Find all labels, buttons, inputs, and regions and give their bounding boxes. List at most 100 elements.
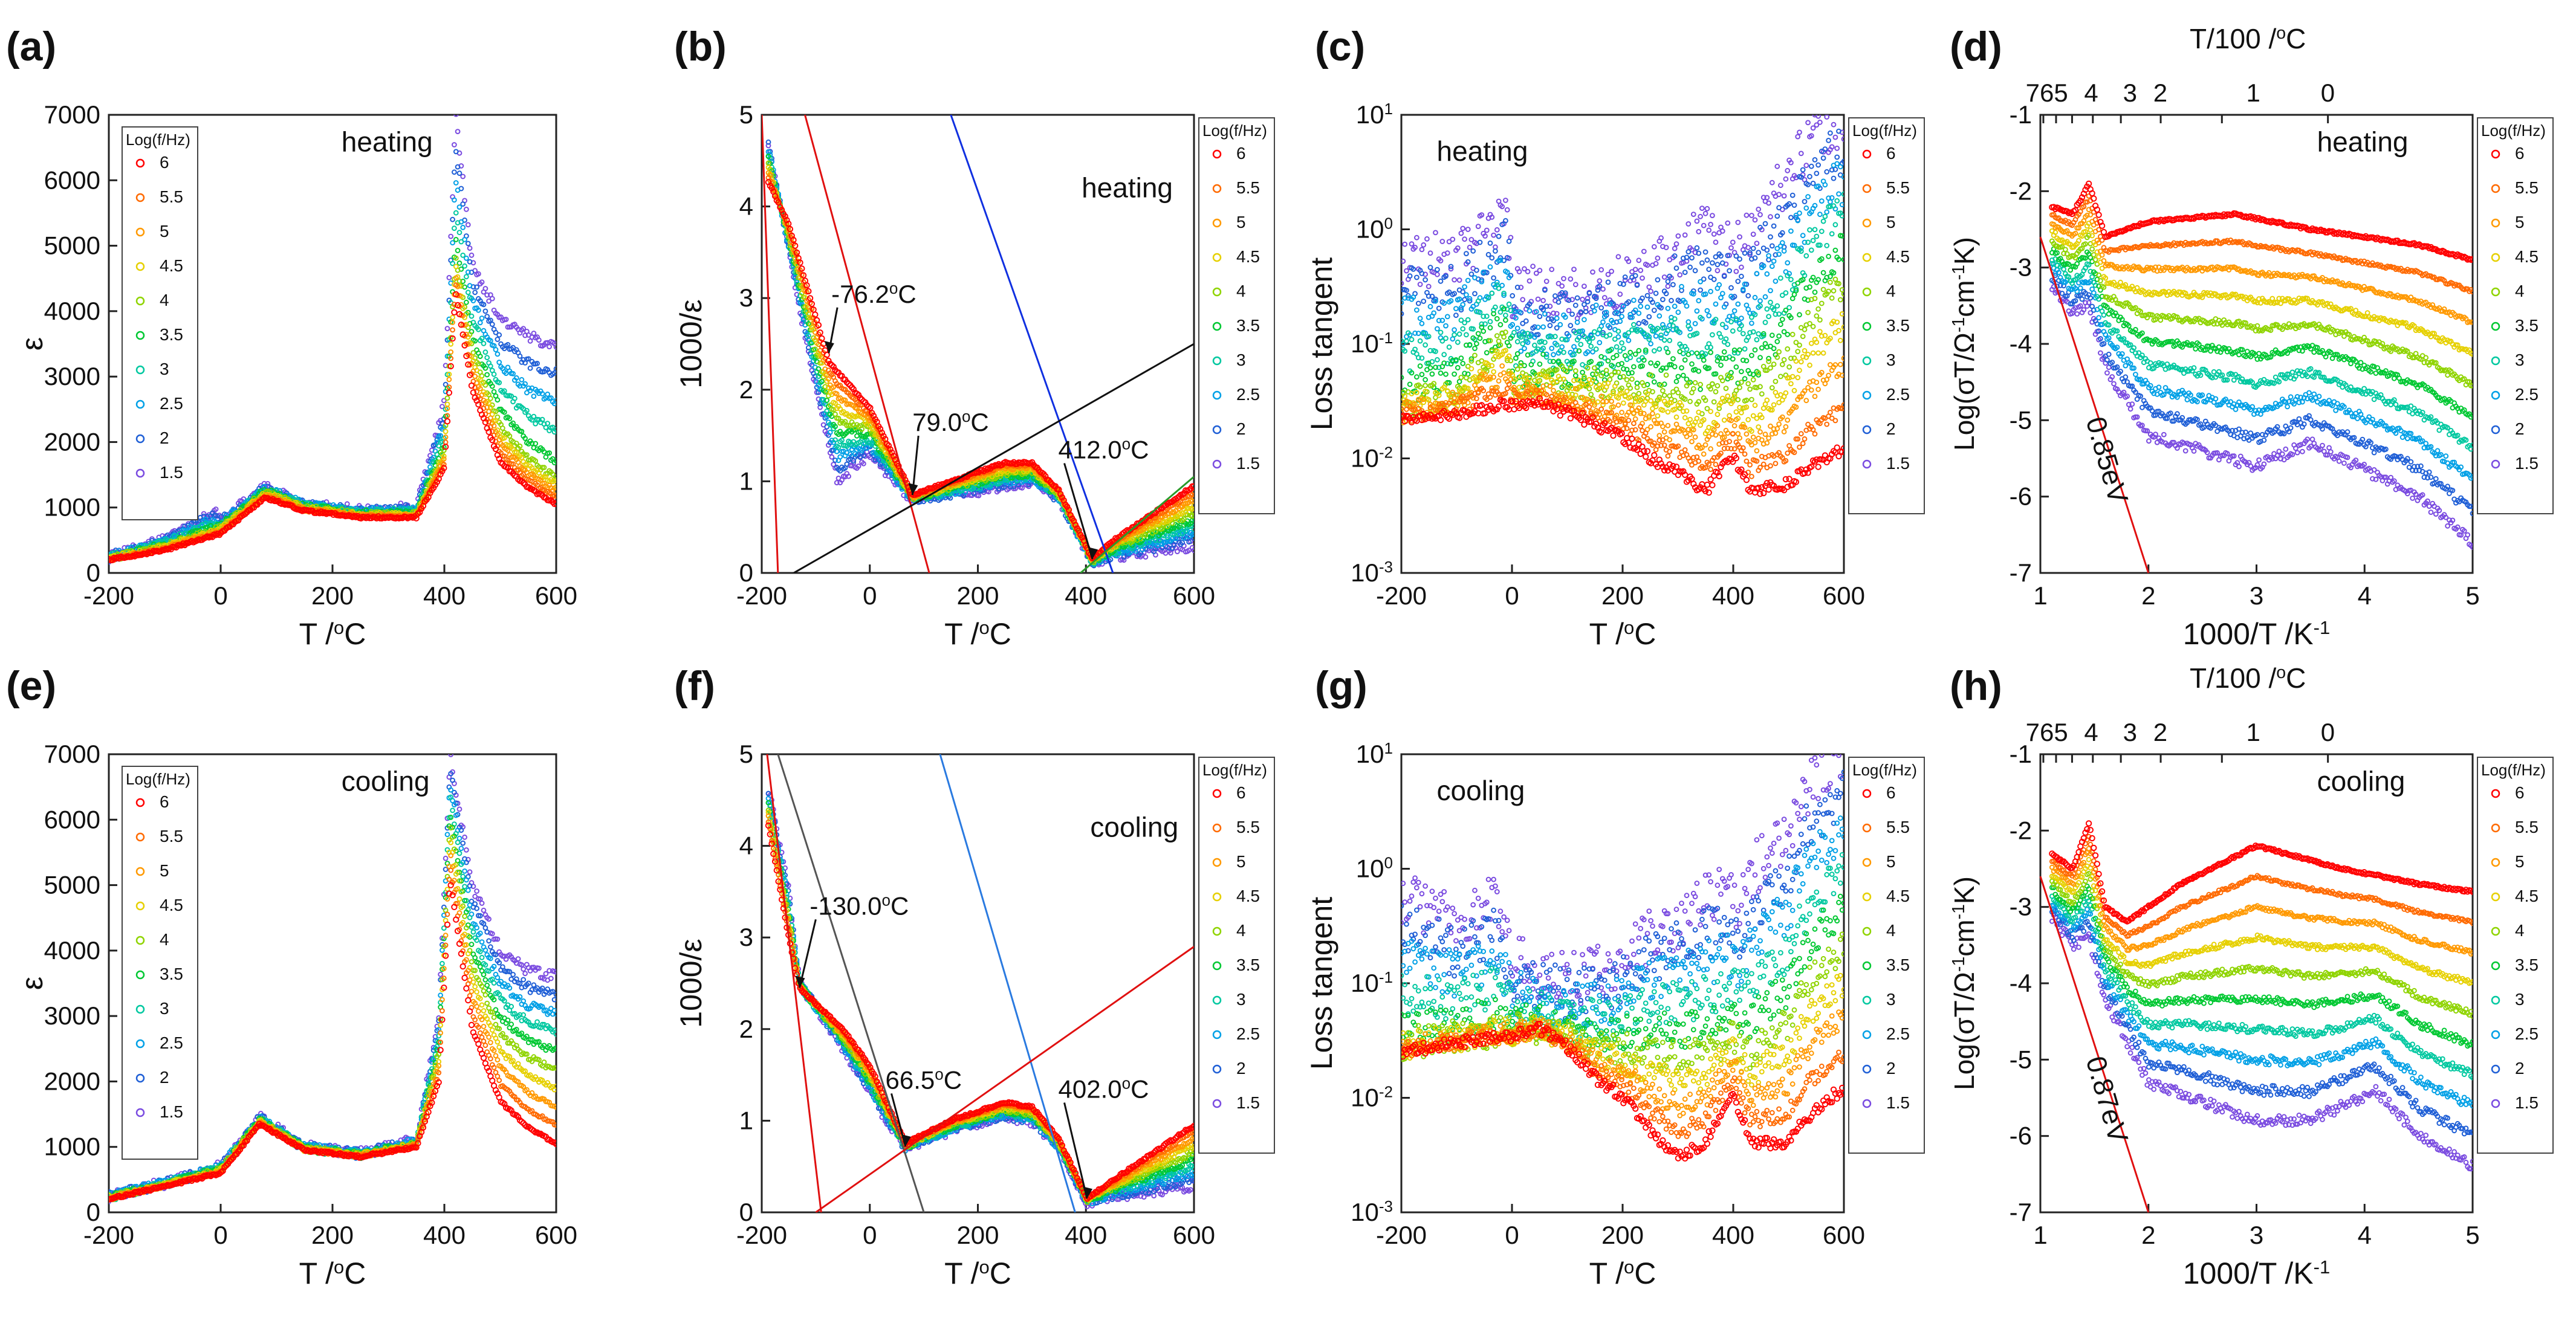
data-point bbox=[476, 361, 481, 367]
data-point bbox=[508, 393, 514, 399]
y-tick-label: 7000 bbox=[44, 100, 100, 129]
data-point bbox=[450, 320, 455, 325]
data-point bbox=[456, 311, 463, 317]
y-axis-label: ε bbox=[15, 337, 49, 351]
data-point bbox=[486, 298, 492, 304]
legend-marker bbox=[135, 468, 145, 478]
data-point bbox=[477, 320, 483, 326]
legend-marker bbox=[135, 193, 145, 202]
data-point bbox=[467, 283, 473, 289]
y-tick-label: 5000 bbox=[44, 231, 100, 260]
legend-label: 5.5 bbox=[160, 187, 183, 206]
data-point bbox=[465, 241, 471, 247]
data-point bbox=[178, 542, 185, 549]
data-point bbox=[489, 383, 495, 389]
data-point bbox=[464, 274, 469, 280]
y-tick-label: 4 bbox=[739, 192, 753, 221]
data-point bbox=[465, 222, 471, 228]
data-point bbox=[441, 456, 447, 462]
data-point bbox=[533, 458, 539, 464]
data-point bbox=[455, 293, 461, 299]
data-point bbox=[816, 396, 822, 402]
y-tick-label: 3 bbox=[739, 283, 753, 312]
data-point bbox=[531, 331, 537, 336]
data-point bbox=[463, 352, 470, 360]
data-point bbox=[441, 465, 447, 471]
data-point bbox=[519, 377, 525, 383]
data-point bbox=[513, 375, 519, 381]
y-tick-label: 4000 bbox=[44, 297, 100, 325]
data-point bbox=[545, 421, 551, 426]
data-point bbox=[441, 398, 447, 404]
data-point bbox=[519, 454, 525, 461]
data-point bbox=[441, 462, 447, 467]
condition-label: heating bbox=[342, 126, 433, 158]
data-point bbox=[479, 401, 485, 407]
data-point bbox=[539, 391, 545, 396]
data-point bbox=[482, 286, 488, 291]
data-point bbox=[513, 450, 519, 455]
data-point bbox=[503, 370, 509, 377]
data-point bbox=[450, 216, 455, 222]
data-point bbox=[507, 433, 513, 439]
data-point bbox=[452, 225, 457, 231]
data-point bbox=[472, 338, 478, 344]
data-point bbox=[440, 420, 445, 426]
data-point bbox=[444, 406, 450, 412]
legend-marker bbox=[135, 262, 145, 271]
legend-label: 3 bbox=[160, 360, 169, 378]
data-point bbox=[510, 370, 516, 377]
data-point bbox=[456, 230, 462, 236]
data-point bbox=[456, 170, 462, 176]
data-point bbox=[462, 263, 467, 269]
data-point bbox=[470, 298, 476, 303]
data-point bbox=[444, 413, 450, 419]
data-point bbox=[481, 302, 487, 308]
data-point bbox=[529, 479, 535, 484]
data-point bbox=[453, 210, 459, 216]
data-point bbox=[467, 259, 473, 265]
legend-marker bbox=[135, 158, 145, 168]
data-point bbox=[449, 335, 456, 342]
data-point bbox=[474, 284, 479, 290]
data-point bbox=[519, 428, 525, 435]
data-point bbox=[533, 421, 539, 427]
data-point bbox=[545, 391, 551, 397]
data-point bbox=[451, 309, 458, 315]
data-point bbox=[491, 389, 497, 395]
data-point bbox=[476, 271, 481, 277]
legend-label: 4.5 bbox=[160, 256, 183, 275]
data-point bbox=[500, 425, 505, 431]
data-point bbox=[553, 458, 556, 464]
data-point bbox=[444, 418, 451, 425]
data-point bbox=[344, 501, 350, 507]
data-point bbox=[488, 424, 493, 430]
data-point bbox=[491, 371, 497, 377]
data-point bbox=[464, 299, 469, 305]
data-point bbox=[462, 333, 467, 339]
y-tick-label: 2 bbox=[739, 375, 753, 404]
data-point bbox=[450, 260, 455, 267]
data-point bbox=[456, 303, 462, 309]
data-point bbox=[452, 142, 457, 147]
data-point bbox=[475, 401, 482, 408]
data-point bbox=[441, 453, 447, 459]
data-point bbox=[510, 420, 516, 426]
data-point bbox=[468, 382, 475, 389]
data-point bbox=[443, 434, 449, 440]
data-point bbox=[453, 282, 459, 288]
data-point bbox=[1019, 485, 1025, 491]
data-point bbox=[901, 493, 907, 499]
data-point bbox=[479, 380, 485, 386]
panel-a: (a)-200 0 200 400 60001000200030004000500060… bbox=[6, 24, 577, 651]
data-point bbox=[448, 349, 454, 355]
data-point bbox=[452, 197, 457, 203]
data-point bbox=[453, 275, 459, 281]
data-point bbox=[472, 289, 478, 296]
data-point bbox=[486, 409, 492, 415]
data-point bbox=[533, 441, 539, 447]
data-point bbox=[496, 380, 502, 386]
data-point bbox=[448, 341, 454, 347]
data-point bbox=[489, 437, 496, 444]
